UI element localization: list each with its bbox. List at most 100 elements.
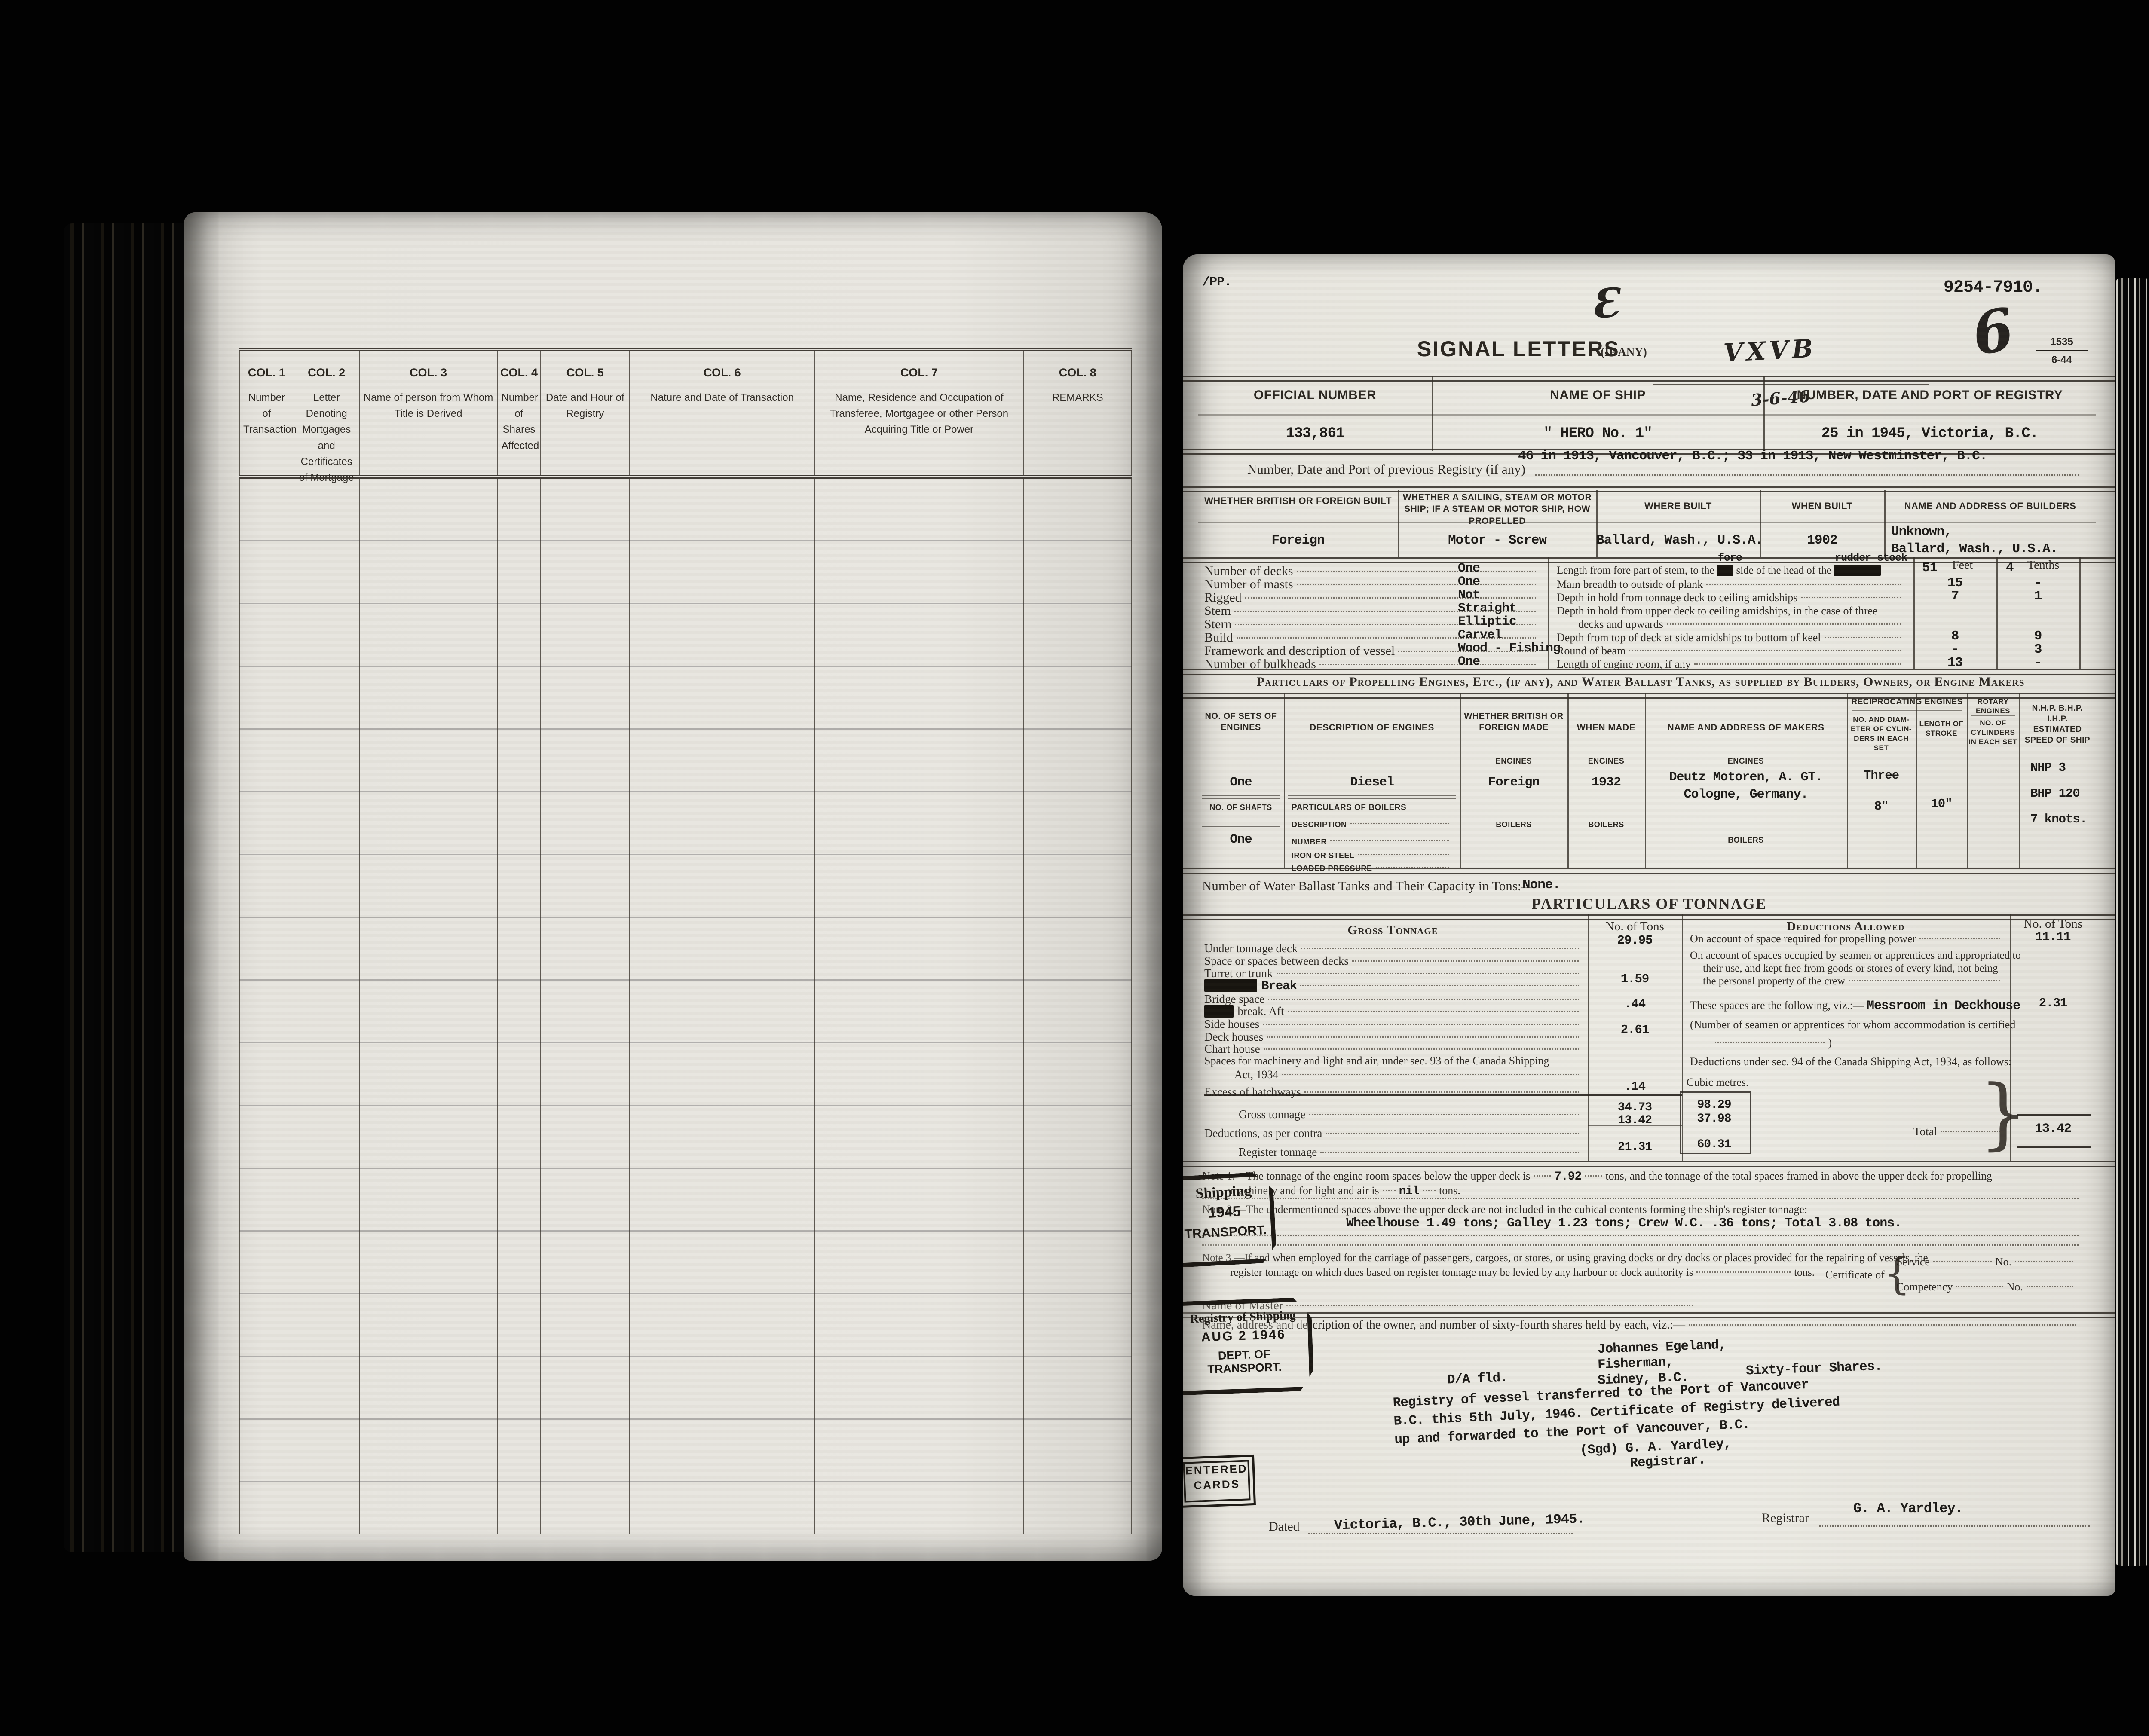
power-header: N.H.P. B.H.P. I.H.P. ESTIMATED SPEED OF …: [2024, 704, 2091, 745]
rule: [1236, 637, 1536, 639]
rule: [1956, 1286, 2003, 1287]
dimension-row: Round of beam: [1557, 645, 1905, 657]
sub-engines-label: ENGINES: [1727, 757, 1764, 765]
owner-label-row: Name, address and description of the own…: [1202, 1318, 2080, 1332]
bhp-value: BHP 120: [2030, 786, 2080, 801]
makers-value-line1: Deutz Motoren, A. GT.: [1669, 770, 1823, 785]
boiler-row: IRON OR STEEL: [1292, 851, 1452, 861]
signal-letters-if-any: (IF ANY): [1601, 345, 1647, 358]
rule: [1375, 867, 1449, 868]
tenths-value: 1: [2034, 589, 2042, 604]
rule: [1287, 1011, 1579, 1012]
rule: [1432, 376, 1433, 451]
rule: [1296, 571, 1536, 572]
dimension-row: Depth in hold from tonnage deck to ceili…: [1557, 591, 1905, 604]
shafts-label: NO. OF SHAFTS: [1209, 803, 1272, 812]
form-number-block: 1535 6-44: [2036, 336, 2088, 366]
rule: [1585, 1175, 1602, 1177]
feet-value: 7: [1951, 589, 1959, 604]
file-number: 9254-7910.: [1944, 278, 2043, 297]
rule: [1824, 637, 1901, 638]
tonnage-row: Deck houses: [1204, 1030, 1583, 1044]
tonnage-row: Side houses: [1204, 1018, 1583, 1031]
registry-table: OFFICIAL NUMBER NAME OF SHIP NUMBER, DAT…: [1183, 254, 2115, 1596]
rule: [1183, 693, 2115, 699]
rule: [1352, 960, 1579, 962]
note3-line2: register tonnage on which dues based on …: [1230, 1267, 1815, 1278]
struck-word: aft: [1717, 565, 1734, 576]
deduction-spaces-value: Messroom in Deckhouse: [1867, 999, 2020, 1013]
tenths-value: -: [2034, 575, 2042, 590]
tonnage-row: Turret or trunk: [1204, 967, 1583, 980]
rule: [1202, 1198, 2079, 1199]
rule: [1309, 1114, 1579, 1115]
correction-aft-fore: foreaft: [1717, 552, 1742, 577]
water-ballast-label: Number of Water Ballast Tanks and Their …: [1202, 878, 1535, 893]
rule: [1398, 651, 1536, 652]
previous-registry-label: Number, Date and Port of previous Regist…: [1247, 462, 1526, 477]
tonnage-total-row: Deductions, as per contra: [1204, 1127, 1583, 1140]
rule: [1567, 693, 1569, 868]
engine-description-value: Diesel: [1350, 775, 1394, 790]
rule: [1183, 1161, 2115, 1167]
brace: {: [1883, 1248, 1911, 1299]
col2-body: [294, 479, 360, 1534]
rule: [1596, 490, 1598, 557]
boilers-particulars-label: PARTICULARS OF BOILERS: [1292, 803, 1407, 812]
rule: [1300, 985, 1579, 986]
registry-port-value: 25 in 1945, Victoria, B.C.: [1821, 425, 2039, 442]
engines-title: Particulars of Propelling Engines, Etc.,…: [1256, 675, 2025, 689]
note1-line2: machinery and for light and air is nil t…: [1230, 1184, 1460, 1198]
col1-body: [239, 479, 294, 1534]
footer-section: G. A. Yardley. Registrar Victoria, B.C.,…: [1183, 254, 2115, 1596]
rule: [1235, 624, 1536, 625]
rule: [1548, 557, 1549, 669]
rule: [1234, 611, 1536, 612]
note3-line1: Note 3.—If and when employed for the car…: [1202, 1252, 1928, 1264]
rule: [1183, 486, 2115, 492]
form-number: 1535: [2036, 336, 2088, 351]
rule: [2015, 1261, 2073, 1262]
rule: [1666, 623, 1901, 625]
dimension-row: Number of decks: [1204, 564, 1540, 578]
cubic-metres-box: [1680, 1091, 1751, 1154]
makers-value-line2: Cologne, Germany.: [1684, 787, 1808, 802]
rule: [2079, 557, 2081, 669]
rotary-header: ROTARY ENGINES: [1975, 697, 2011, 715]
engine-origin-header: WHETHER BRITISH OR FOREIGN MADE: [1464, 712, 1564, 732]
certificate-service-row: Service No.: [1896, 1256, 2077, 1268]
dimension-row-continued: decks and upwards: [1578, 618, 1905, 631]
registrar-label: Registrar: [1762, 1511, 1809, 1525]
rule: [1819, 1525, 2090, 1527]
dimension-row: Depth in hold from upper deck to ceiling…: [1557, 605, 1878, 617]
rule: [1715, 1042, 1825, 1043]
registrar-signature: G. A. Yardley.: [1853, 1501, 1963, 1516]
rule: [1268, 999, 1579, 1000]
tonnage-row: Excess of hatchways: [1204, 1085, 1583, 1099]
rule: [1286, 1305, 1693, 1306]
sub-engines-label: ENGINES: [1588, 757, 1625, 765]
rule: [1183, 669, 2115, 675]
transactions-table-header: COL. 1 Number of Transaction COL. 2 Letter…: [239, 348, 1132, 483]
rule: [1629, 650, 1901, 651]
rule: [1183, 376, 2115, 382]
tonnage-row: Spaces for machinery and light and air, …: [1204, 1054, 1549, 1067]
note2-value: Wheelhouse 1.49 tons; Galley 1.23 tons; …: [1346, 1216, 1902, 1231]
makers-header: NAME AND ADDRESS OF MAKERS: [1667, 723, 1825, 733]
rule: [1884, 490, 1886, 557]
rule: [1183, 914, 2115, 920]
register-cubic-total: 60.31: [1697, 1138, 1731, 1151]
previous-registry-value: 46 in 1913, Vancouver, B.C.; 33 in 1913,…: [1518, 449, 1987, 464]
dimension-row: Main breadth to outside of plank: [1557, 578, 1905, 591]
feet-value: 8: [1951, 629, 1959, 644]
when-built-header: WHEN BUILT: [1791, 501, 1853, 511]
rule: [1296, 584, 1536, 585]
rule: [1326, 1133, 1579, 1134]
length-row: Length from fore part of stem, to the fo…: [1557, 552, 1907, 577]
name-of-master-row: Name of Master: [1202, 1299, 1696, 1313]
rule: [1847, 693, 1848, 868]
col8-body: [1024, 479, 1132, 1534]
gross-cubic-total: 98.29: [1697, 1098, 1731, 1112]
tons-value: .14: [1624, 1079, 1646, 1094]
rule: [1350, 823, 1449, 824]
